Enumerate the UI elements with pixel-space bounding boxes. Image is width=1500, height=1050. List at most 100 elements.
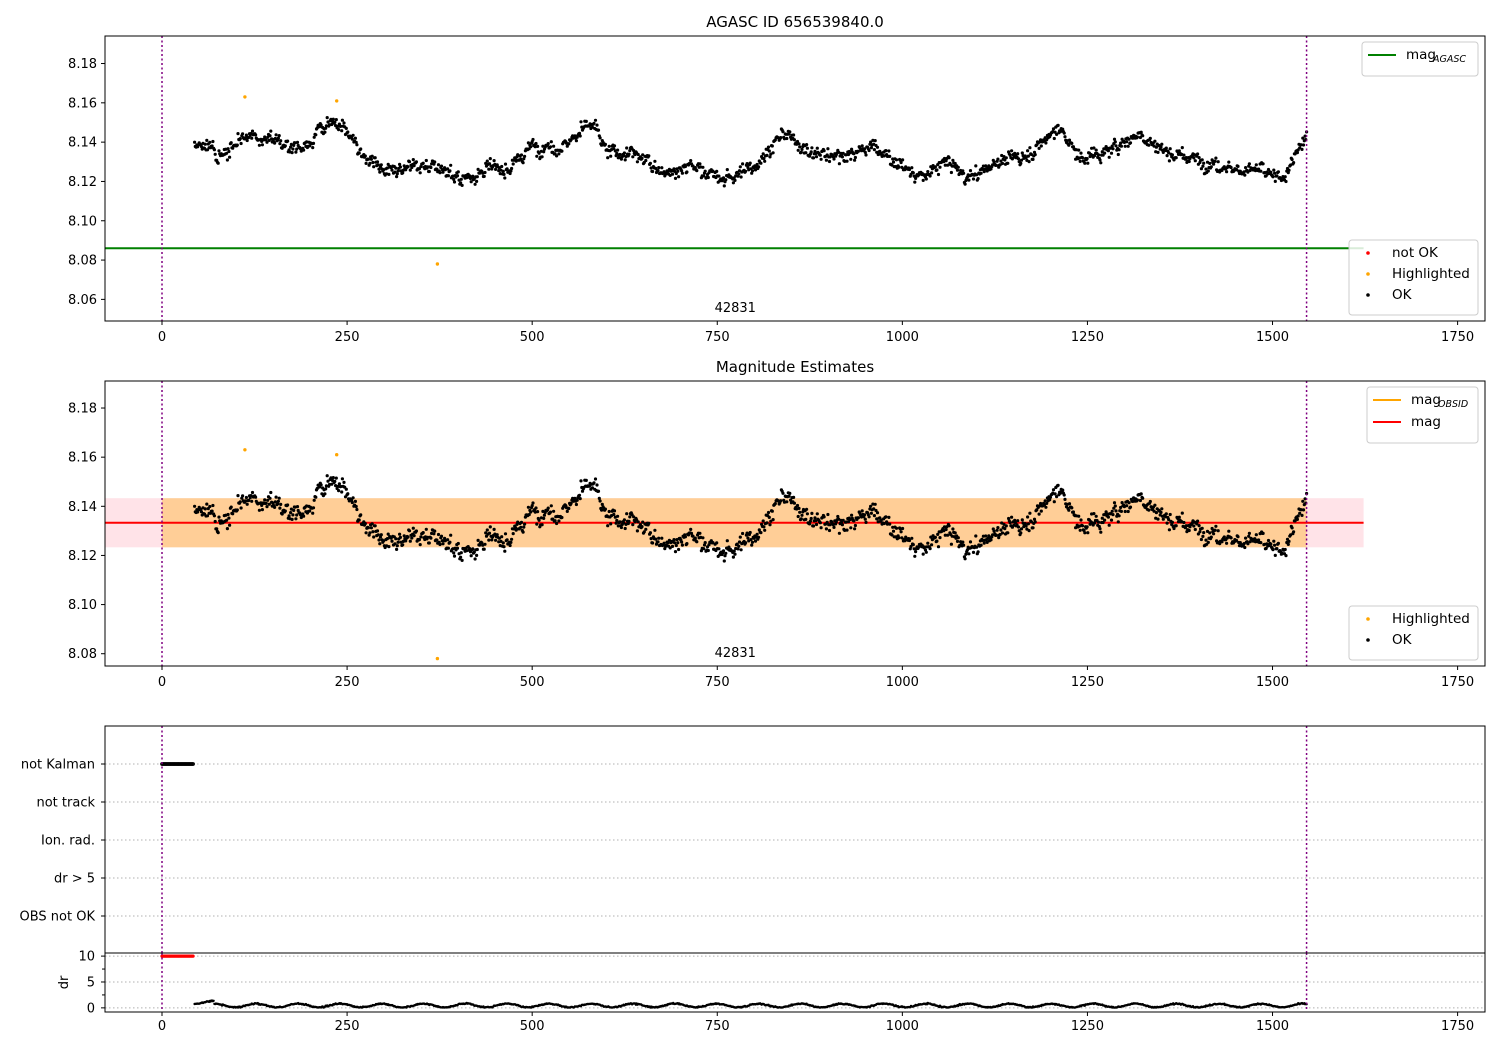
point-ok <box>1051 488 1056 492</box>
point-ok <box>557 152 561 156</box>
point-ok <box>460 183 464 187</box>
point-ok <box>1247 534 1251 538</box>
point-ok <box>956 536 960 540</box>
point-ok <box>891 160 896 164</box>
point-ok <box>814 519 818 523</box>
point-ok <box>1061 488 1065 492</box>
y-tick-label: 8.12 <box>68 549 97 564</box>
y-tick-label: 5 <box>87 975 95 990</box>
point-ok <box>1206 169 1210 173</box>
point-ok <box>1067 508 1071 512</box>
point-ok <box>871 138 875 142</box>
point-ok <box>1161 150 1165 154</box>
point-ok <box>385 166 389 170</box>
point-ok <box>1205 529 1210 534</box>
point-ok <box>265 505 269 509</box>
point-ok <box>680 171 685 175</box>
point-ok <box>1019 531 1023 535</box>
point-ok <box>984 164 988 168</box>
point-ok <box>1111 513 1115 517</box>
point-ok <box>641 520 645 524</box>
point-ok <box>656 540 660 544</box>
point-ok <box>1100 516 1104 520</box>
point-ok <box>887 515 891 520</box>
point-ok <box>390 168 394 172</box>
point-ok <box>1168 512 1172 517</box>
point-ok <box>560 515 564 520</box>
point-ok <box>1266 538 1271 543</box>
point-ok <box>1197 156 1201 160</box>
point-ok <box>353 136 357 140</box>
point-ok <box>379 163 383 167</box>
point-ok <box>994 533 999 537</box>
point-ok <box>407 160 412 164</box>
point-ok <box>657 536 661 540</box>
point-ok <box>995 528 999 532</box>
point-ok <box>366 157 370 161</box>
flag-label: not Kalman <box>21 758 95 773</box>
point-ok <box>946 163 950 167</box>
point-ok <box>1110 144 1114 148</box>
point-ok <box>923 173 927 177</box>
legend-label: mag <box>1411 414 1441 430</box>
x-tick-label: 500 <box>520 1019 545 1034</box>
point-ok <box>1113 504 1117 508</box>
point-ok <box>1119 144 1123 148</box>
point-ok <box>795 503 800 508</box>
point-ok <box>337 482 341 486</box>
point-ok <box>731 181 736 185</box>
point-ok <box>1101 520 1105 525</box>
point-ok <box>1275 547 1279 551</box>
point-ok <box>426 535 430 539</box>
point-ok <box>702 174 706 178</box>
point-ok <box>469 554 473 558</box>
point-ok <box>744 169 748 173</box>
point-ok <box>1000 531 1005 535</box>
point-ok <box>260 508 264 512</box>
point-ok <box>1209 535 1213 539</box>
point-ok <box>295 513 299 517</box>
point-ok <box>685 170 689 174</box>
point-ok <box>962 543 966 547</box>
point-ok <box>386 532 390 536</box>
plot-area <box>105 95 1364 266</box>
point-ok <box>632 515 636 519</box>
point-ok <box>936 545 941 549</box>
point-ok <box>698 162 702 166</box>
point-ok <box>762 157 766 161</box>
point-ok <box>725 168 729 172</box>
point-ok <box>1259 541 1263 545</box>
point-ok <box>238 137 242 141</box>
point-ok <box>619 157 624 161</box>
point-ok <box>622 518 627 522</box>
point-ok <box>867 515 871 519</box>
point-ok <box>212 148 216 152</box>
point-ok <box>523 522 527 526</box>
point-ok <box>330 122 334 127</box>
point-ok <box>351 133 355 137</box>
point-ok <box>1276 541 1280 546</box>
point-ok <box>862 147 867 151</box>
point-ok <box>887 149 891 153</box>
point-ok <box>739 548 743 552</box>
point-ok <box>336 484 340 488</box>
point-ok <box>1164 146 1168 150</box>
point-ok <box>731 555 736 559</box>
point-ok <box>526 141 531 145</box>
point-ok <box>1210 158 1214 162</box>
y-tick-label: 8.08 <box>68 254 97 269</box>
point-ok <box>1120 501 1124 505</box>
point-ok <box>333 479 337 483</box>
point-ok <box>595 123 599 127</box>
point-ok <box>715 541 719 545</box>
point-ok <box>210 144 214 148</box>
point-ok <box>1199 537 1203 542</box>
point-ok <box>1126 509 1130 514</box>
point-ok <box>996 526 1000 530</box>
point-ok <box>254 133 258 137</box>
point-ok <box>843 159 847 163</box>
axes-frame <box>104 952 1486 1013</box>
point-ok <box>1116 152 1120 157</box>
point-ok <box>975 173 979 177</box>
point-ok <box>689 531 694 536</box>
